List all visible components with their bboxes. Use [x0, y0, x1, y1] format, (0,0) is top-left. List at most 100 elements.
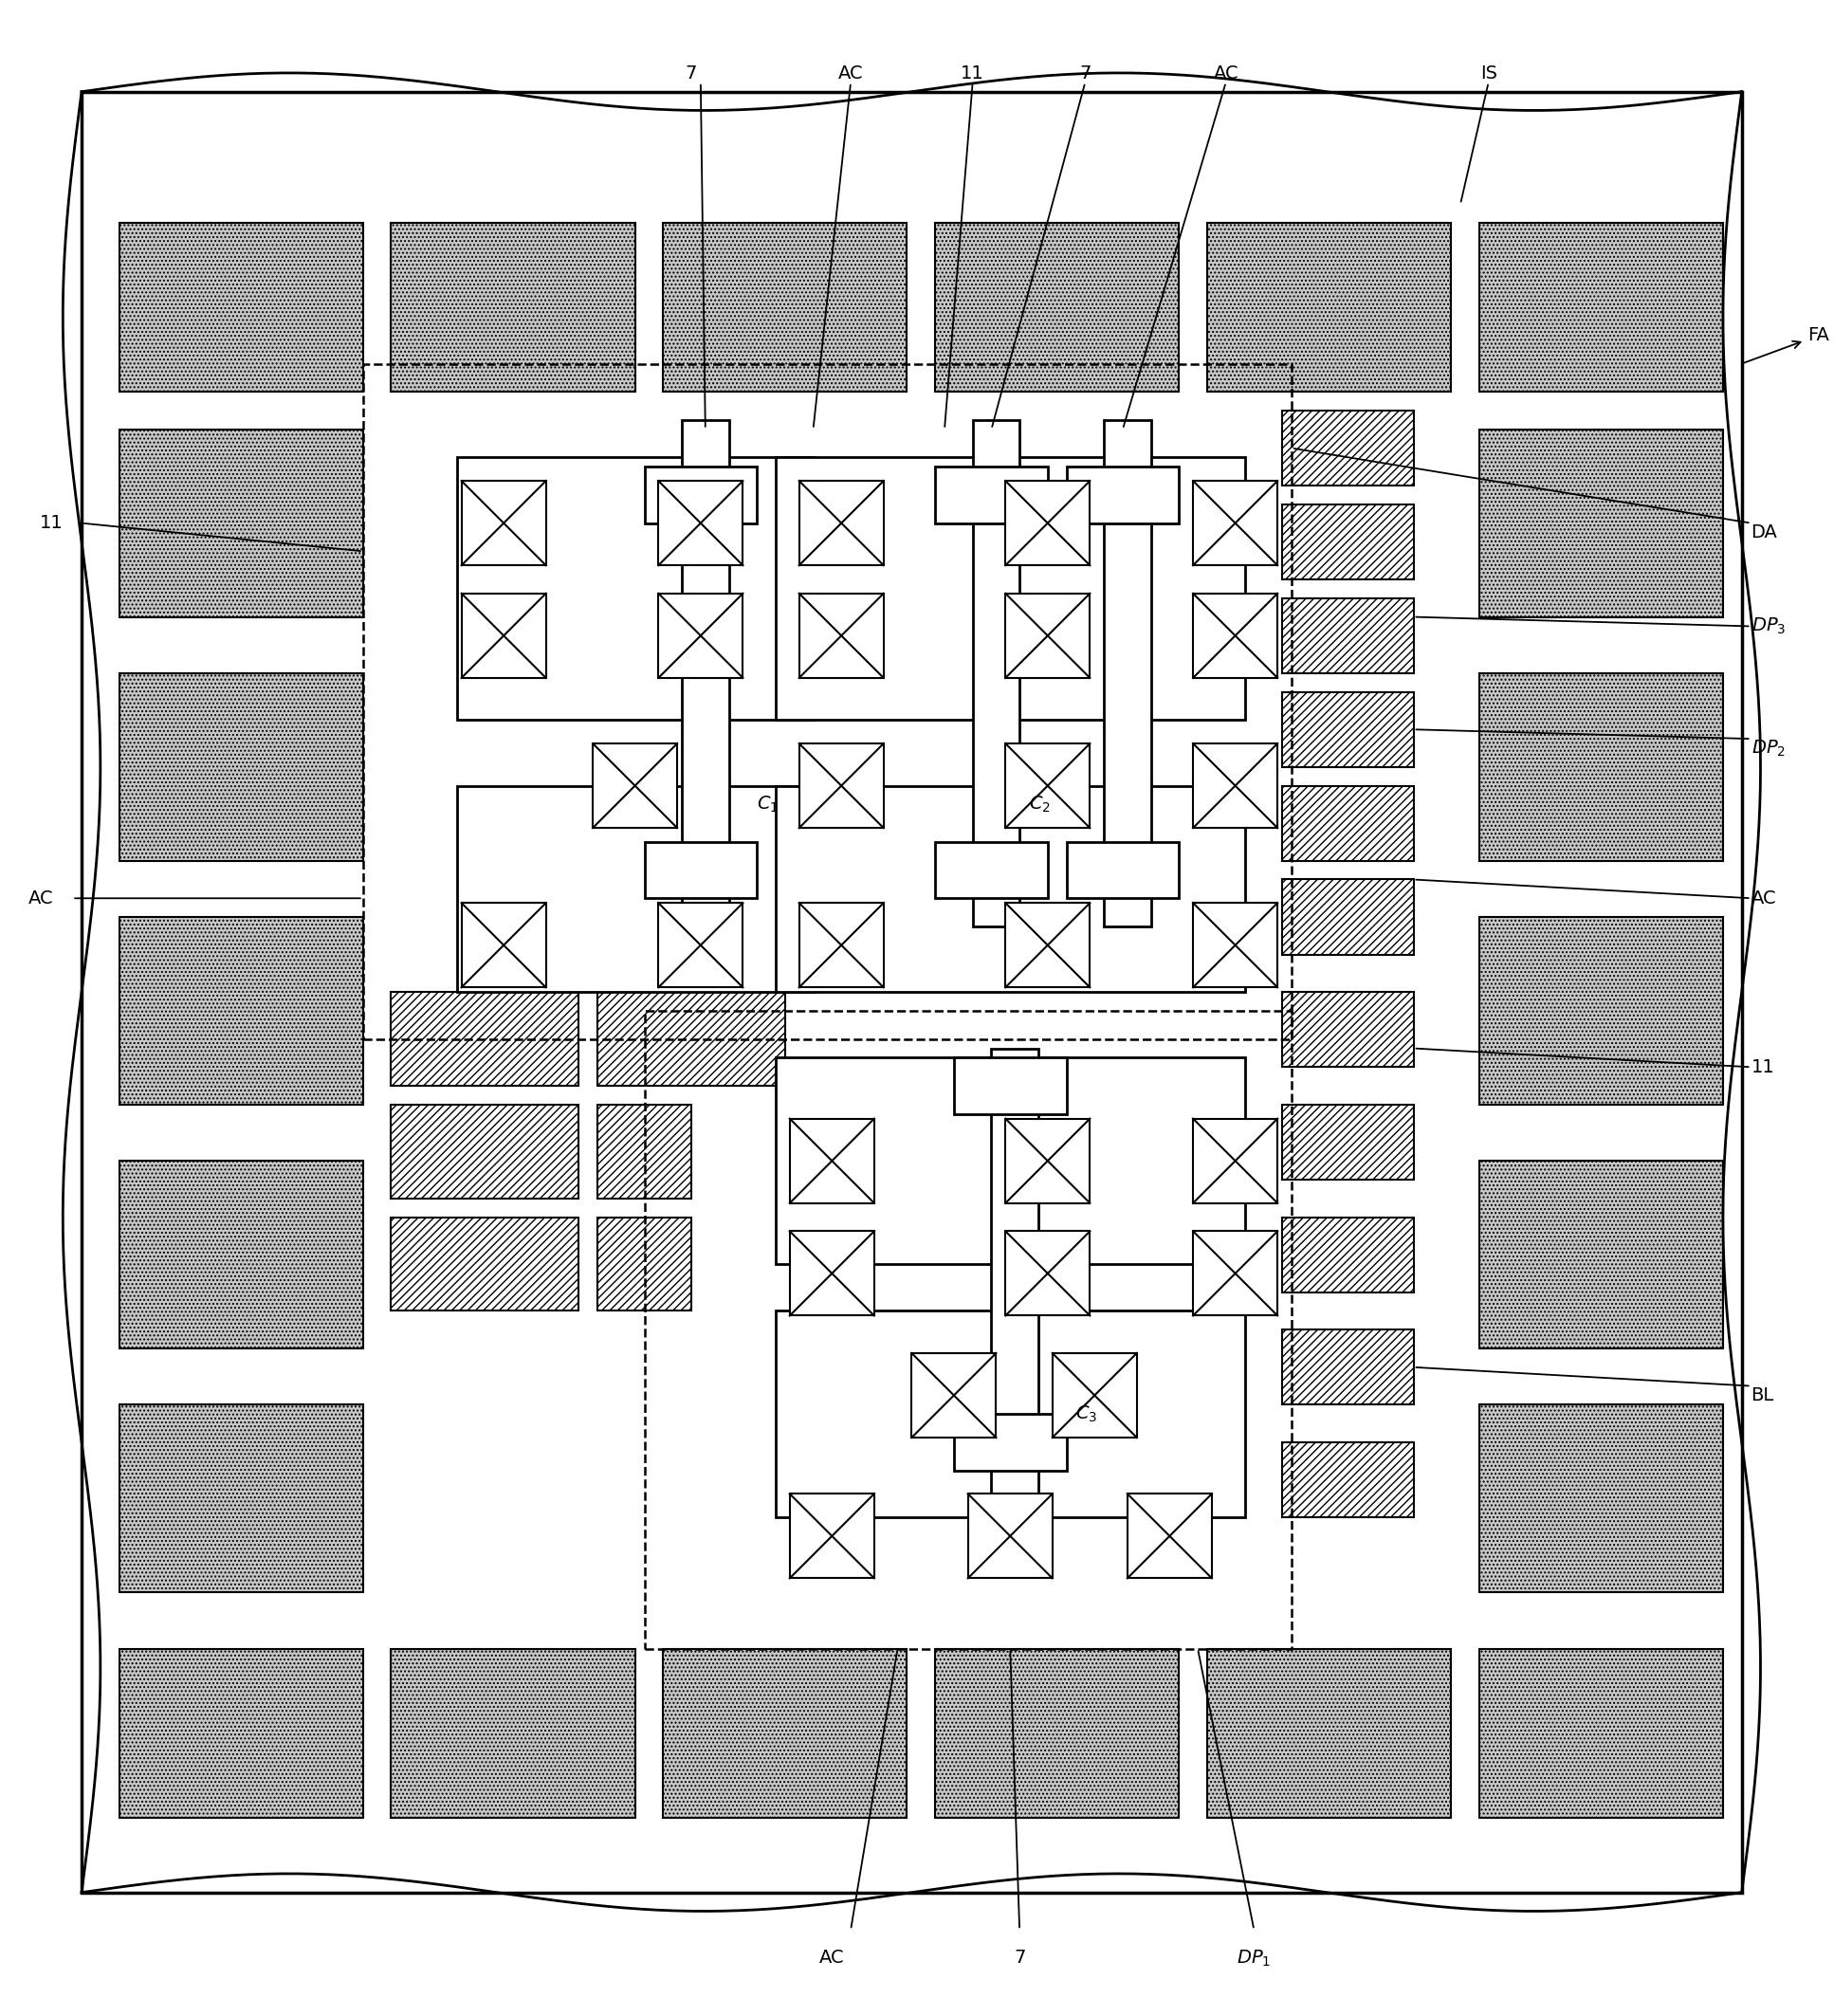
Bar — [1053, 1353, 1137, 1437]
Bar — [119, 429, 363, 617]
Bar — [790, 1494, 875, 1579]
Text: AC: AC — [838, 65, 864, 83]
Bar — [1005, 593, 1089, 677]
Bar — [1282, 691, 1414, 766]
Bar — [1282, 1218, 1414, 1292]
Bar — [1005, 1119, 1089, 1204]
Bar — [1207, 1649, 1451, 1816]
Bar — [391, 1218, 580, 1310]
Bar — [119, 917, 363, 1105]
Bar — [800, 903, 884, 988]
Bar — [658, 593, 743, 677]
Bar — [644, 1010, 1291, 1649]
Bar — [972, 419, 1020, 927]
Bar — [391, 224, 635, 391]
Bar — [664, 224, 908, 391]
Bar — [658, 903, 743, 988]
Bar — [644, 468, 757, 522]
Bar — [1480, 1161, 1722, 1349]
Bar — [1194, 1232, 1278, 1316]
Bar — [1194, 482, 1278, 564]
Text: 7: 7 — [1014, 1949, 1025, 1968]
Text: $C_2$: $C_2$ — [1029, 794, 1051, 814]
Bar — [1480, 673, 1722, 861]
Bar — [1005, 482, 1089, 564]
Text: $DP_2$: $DP_2$ — [1751, 738, 1784, 758]
Bar — [800, 593, 884, 677]
Bar — [968, 1494, 1053, 1579]
Text: AC: AC — [820, 1949, 845, 1968]
Text: $C_1$: $C_1$ — [757, 794, 779, 814]
Bar — [1128, 1494, 1212, 1579]
Bar — [935, 468, 1047, 522]
Bar — [790, 1232, 875, 1316]
Bar — [598, 1218, 691, 1310]
Bar — [800, 482, 884, 564]
Bar — [598, 992, 785, 1087]
Bar — [1194, 1119, 1278, 1204]
Bar — [119, 1649, 363, 1816]
Bar — [592, 744, 677, 829]
Text: $C_3$: $C_3$ — [1077, 1403, 1099, 1423]
Bar — [954, 1058, 1066, 1115]
Bar — [1282, 504, 1414, 579]
Bar — [391, 992, 580, 1087]
Bar — [776, 1058, 1245, 1264]
Bar — [1282, 786, 1414, 861]
Bar — [1282, 599, 1414, 673]
Bar — [1104, 419, 1152, 927]
Bar — [790, 1119, 875, 1204]
Text: BL: BL — [1751, 1387, 1773, 1405]
Bar — [391, 1105, 580, 1198]
Bar — [1282, 879, 1414, 954]
Bar — [1480, 224, 1722, 391]
Bar — [935, 1649, 1179, 1816]
Bar — [119, 1405, 363, 1593]
Text: FA: FA — [1744, 327, 1828, 363]
Bar — [457, 786, 812, 992]
Bar — [363, 363, 1291, 1038]
Text: $DP_3$: $DP_3$ — [1751, 617, 1786, 637]
Bar — [119, 224, 363, 391]
Bar — [776, 786, 1245, 992]
Text: AC: AC — [1214, 65, 1238, 83]
Bar — [1194, 903, 1278, 988]
Bar — [1066, 843, 1179, 899]
Bar — [1480, 1405, 1722, 1593]
Bar — [1282, 1441, 1414, 1518]
Bar — [1005, 903, 1089, 988]
Bar — [119, 673, 363, 861]
Text: IS: IS — [1480, 65, 1497, 83]
Bar — [462, 482, 547, 564]
Bar — [800, 744, 884, 829]
Bar — [1194, 593, 1278, 677]
Text: 7: 7 — [686, 65, 697, 83]
Text: AC: AC — [28, 889, 53, 907]
Bar — [1480, 429, 1722, 617]
Bar — [598, 1105, 691, 1198]
Bar — [1282, 1331, 1414, 1405]
Bar — [776, 1310, 1245, 1518]
Bar — [1282, 1105, 1414, 1179]
Bar — [1005, 1232, 1089, 1316]
Bar — [682, 419, 728, 927]
Bar — [119, 1161, 363, 1349]
Bar — [935, 843, 1047, 899]
Bar — [644, 843, 757, 899]
Bar — [1005, 744, 1089, 829]
Text: 11: 11 — [961, 65, 985, 83]
Text: AC: AC — [1751, 889, 1777, 907]
Bar — [954, 1413, 1066, 1470]
Bar — [1207, 224, 1451, 391]
Bar — [462, 593, 547, 677]
Bar — [911, 1353, 996, 1437]
Bar — [776, 458, 1245, 720]
Bar — [1282, 992, 1414, 1066]
Text: 11: 11 — [1751, 1058, 1775, 1077]
Bar — [462, 903, 547, 988]
Text: 11: 11 — [39, 514, 62, 532]
Bar — [1480, 917, 1722, 1105]
Bar — [391, 1649, 635, 1816]
Text: 7: 7 — [1080, 65, 1091, 83]
Bar — [1194, 744, 1278, 829]
